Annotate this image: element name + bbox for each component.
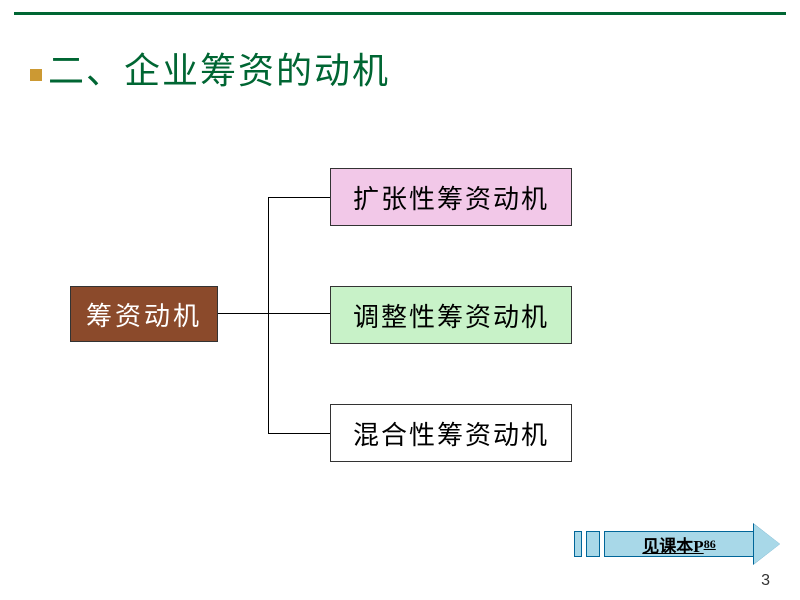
connector-trunk — [218, 313, 268, 314]
connector-branch-2 — [268, 313, 330, 314]
child-node-expansion: 扩张性筹资动机 — [330, 168, 572, 226]
root-node: 筹资动机 — [70, 286, 218, 342]
page-number: 3 — [761, 572, 770, 590]
arrow-segment-icon — [586, 531, 600, 557]
arrow-segment-icon — [574, 531, 582, 557]
child-node-label: 扩张性筹资动机 — [353, 179, 549, 216]
root-node-label: 筹资动机 — [86, 296, 202, 333]
top-border — [14, 12, 786, 15]
arrow-head-icon — [754, 524, 780, 564]
connector-branch-1 — [268, 197, 330, 198]
page-title: 二、企业筹资的动机 — [30, 42, 390, 94]
connector-branch-3 — [268, 433, 330, 434]
title-text: 二、企业筹资的动机 — [48, 51, 390, 91]
connector-vertical — [268, 197, 269, 433]
child-node-adjustment: 调整性筹资动机 — [330, 286, 572, 344]
arrow-label-prefix: 见课本P — [642, 532, 703, 557]
child-node-label: 调整性筹资动机 — [353, 297, 549, 334]
title-bullet-icon — [30, 69, 42, 81]
child-node-mixed: 混合性筹资动机 — [330, 404, 572, 462]
arrow-label-sub: 86 — [704, 537, 716, 552]
child-node-label: 混合性筹资动机 — [353, 415, 549, 452]
arrow-body: 见课本P86 — [604, 531, 754, 557]
footer-arrow: 见课本P86 — [574, 524, 780, 564]
